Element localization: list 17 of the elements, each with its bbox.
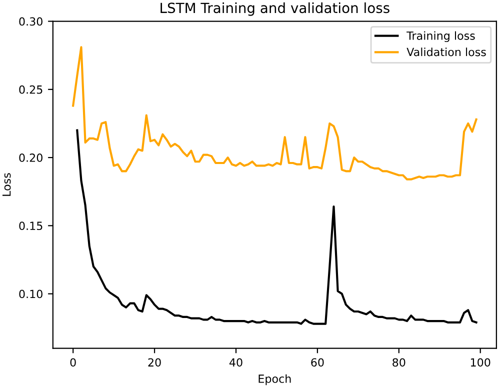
- y-tick-label: 0.15: [19, 222, 42, 230]
- y-tick-label: 0.20: [19, 154, 42, 162]
- x-axis-title: Epoch: [258, 374, 291, 386]
- x-tick-label: 20: [148, 358, 161, 367]
- legend-label: Validation loss: [406, 48, 486, 56]
- x-tick-label: 80: [392, 358, 406, 367]
- x-tick-label: 60: [311, 358, 324, 367]
- y-tick-label: 0.25: [19, 85, 42, 94]
- y-axis-title: Loss: [2, 173, 11, 196]
- y-tick-label: 0.30: [19, 17, 42, 26]
- legend-label: Training loss: [406, 31, 475, 42]
- x-tick-label: 0: [70, 358, 76, 367]
- y-tick-label: 0.10: [19, 290, 42, 298]
- x-tick-label: 40: [229, 358, 242, 367]
- line-series: [76, 129, 478, 325]
- x-tick-label: 100: [470, 358, 490, 367]
- chart-title: LSTM Training and validation loss: [160, 2, 390, 16]
